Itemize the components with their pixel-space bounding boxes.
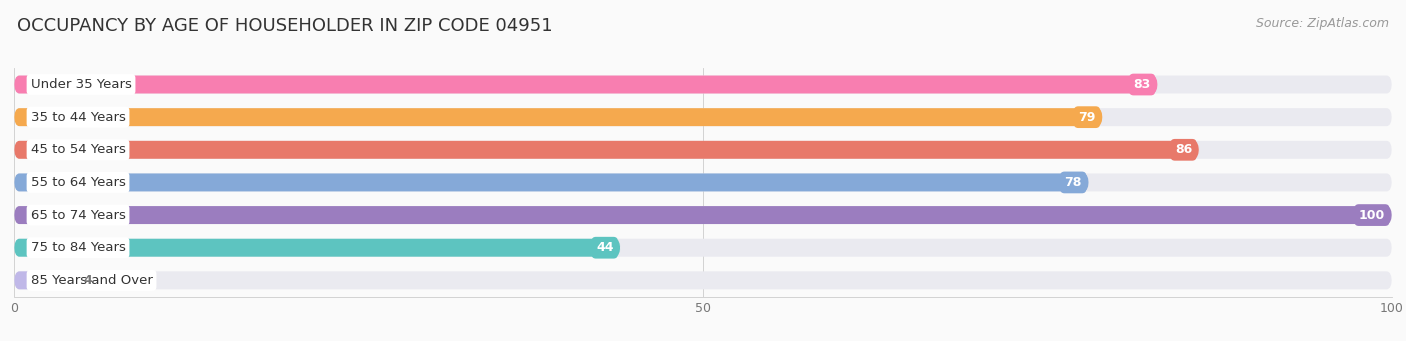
Text: 45 to 54 Years: 45 to 54 Years bbox=[31, 143, 125, 156]
Text: 65 to 74 Years: 65 to 74 Years bbox=[31, 209, 125, 222]
FancyBboxPatch shape bbox=[14, 76, 1157, 93]
FancyBboxPatch shape bbox=[14, 206, 1392, 224]
Text: Source: ZipAtlas.com: Source: ZipAtlas.com bbox=[1256, 17, 1389, 30]
Text: 44: 44 bbox=[596, 241, 613, 254]
Text: 86: 86 bbox=[1175, 143, 1192, 156]
Text: 85 Years and Over: 85 Years and Over bbox=[31, 274, 152, 287]
Text: 79: 79 bbox=[1078, 111, 1095, 124]
FancyBboxPatch shape bbox=[14, 271, 1392, 289]
Text: 4: 4 bbox=[83, 274, 91, 287]
FancyBboxPatch shape bbox=[14, 141, 1392, 159]
Text: 78: 78 bbox=[1064, 176, 1083, 189]
Text: 83: 83 bbox=[1133, 78, 1152, 91]
FancyBboxPatch shape bbox=[14, 108, 1392, 126]
Text: OCCUPANCY BY AGE OF HOUSEHOLDER IN ZIP CODE 04951: OCCUPANCY BY AGE OF HOUSEHOLDER IN ZIP C… bbox=[17, 17, 553, 35]
Text: 55 to 64 Years: 55 to 64 Years bbox=[31, 176, 125, 189]
FancyBboxPatch shape bbox=[14, 174, 1088, 191]
Text: 100: 100 bbox=[1358, 209, 1385, 222]
FancyBboxPatch shape bbox=[14, 206, 1392, 224]
FancyBboxPatch shape bbox=[14, 271, 69, 289]
Text: 35 to 44 Years: 35 to 44 Years bbox=[31, 111, 125, 124]
FancyBboxPatch shape bbox=[14, 239, 1392, 257]
FancyBboxPatch shape bbox=[14, 141, 1199, 159]
Text: Under 35 Years: Under 35 Years bbox=[31, 78, 132, 91]
FancyBboxPatch shape bbox=[14, 239, 620, 257]
Text: 75 to 84 Years: 75 to 84 Years bbox=[31, 241, 125, 254]
FancyBboxPatch shape bbox=[14, 108, 1102, 126]
FancyBboxPatch shape bbox=[14, 174, 1392, 191]
FancyBboxPatch shape bbox=[14, 76, 1392, 93]
